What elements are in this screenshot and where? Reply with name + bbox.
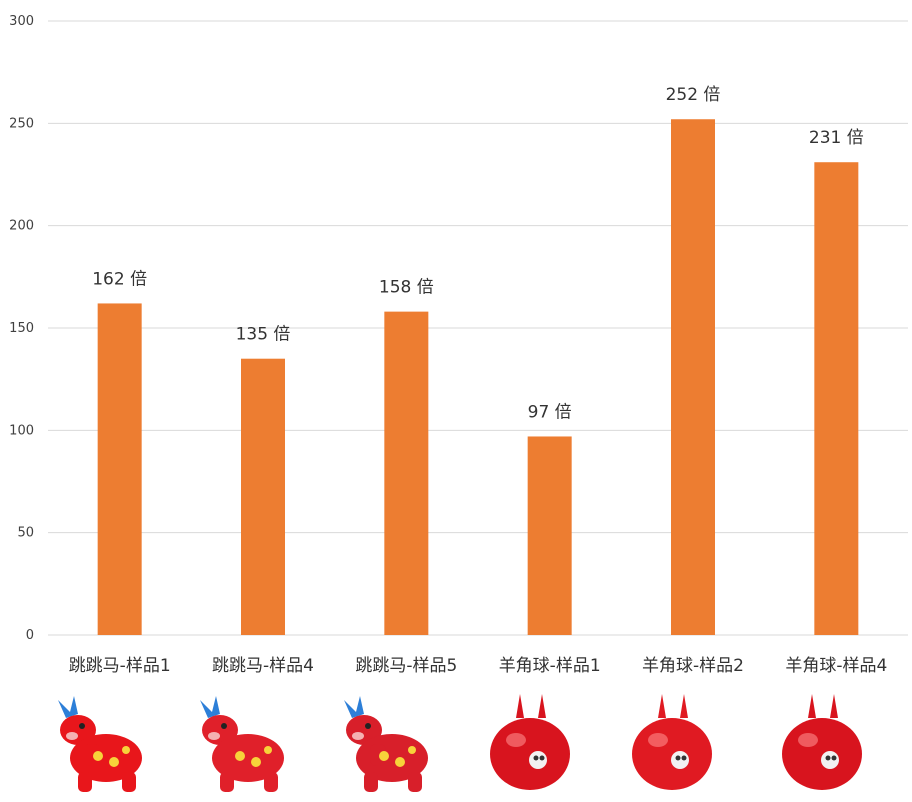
ball-toy-icon bbox=[772, 688, 872, 802]
category-label: 羊角球-样品2 bbox=[642, 656, 744, 676]
data-labels: 162 倍 135 倍 158 倍 97 倍 252 倍 231 倍 bbox=[92, 85, 864, 422]
category-label: 羊角球-样品4 bbox=[785, 656, 887, 676]
bar bbox=[814, 162, 859, 635]
data-label: 158 倍 bbox=[379, 278, 434, 298]
data-label: 162 倍 bbox=[92, 269, 147, 289]
data-label: 97 倍 bbox=[528, 402, 572, 422]
grid-lines bbox=[48, 20, 908, 636]
category-label: 跳跳马-样品4 bbox=[212, 656, 314, 676]
y-tick-label: 300 bbox=[9, 14, 34, 29]
category-label: 跳跳马-样品5 bbox=[355, 656, 457, 676]
data-label: 231 倍 bbox=[809, 128, 864, 148]
y-tick-label: 200 bbox=[9, 219, 34, 234]
y-tick-label: 250 bbox=[9, 116, 34, 131]
bar bbox=[527, 436, 572, 635]
x-axis-categories: 跳跳马-样品1 跳跳马-样品4 跳跳马-样品5 羊角球-样品1 羊角球-样品2 羊角球-样… bbox=[69, 656, 888, 676]
data-label: 135 倍 bbox=[236, 325, 291, 345]
bar bbox=[97, 303, 142, 635]
y-tick-label: 100 bbox=[9, 423, 34, 438]
bars bbox=[97, 119, 859, 636]
ball-toy-icon bbox=[480, 688, 580, 802]
horse-toy-icon bbox=[334, 688, 434, 802]
horse-toy-icon bbox=[190, 688, 290, 802]
category-label: 羊角球-样品1 bbox=[499, 656, 601, 676]
category-label: 跳跳马-样品1 bbox=[69, 656, 171, 676]
bar bbox=[671, 119, 715, 636]
y-tick-label: 150 bbox=[9, 321, 34, 336]
horse-toy-icon bbox=[48, 688, 148, 802]
y-tick-label: 50 bbox=[17, 526, 34, 541]
y-axis-ticks: 0 50 100 150 200 250 300 bbox=[9, 14, 34, 643]
ball-toy-icon bbox=[622, 688, 722, 802]
bar bbox=[384, 311, 429, 635]
y-tick-label: 0 bbox=[26, 628, 34, 643]
bar-chart: 0 50 100 150 200 250 300 162 倍 135 倍 158 倍 97 倍 25… bbox=[9, 14, 908, 676]
data-label: 252 倍 bbox=[666, 85, 721, 105]
bar bbox=[241, 358, 285, 635]
